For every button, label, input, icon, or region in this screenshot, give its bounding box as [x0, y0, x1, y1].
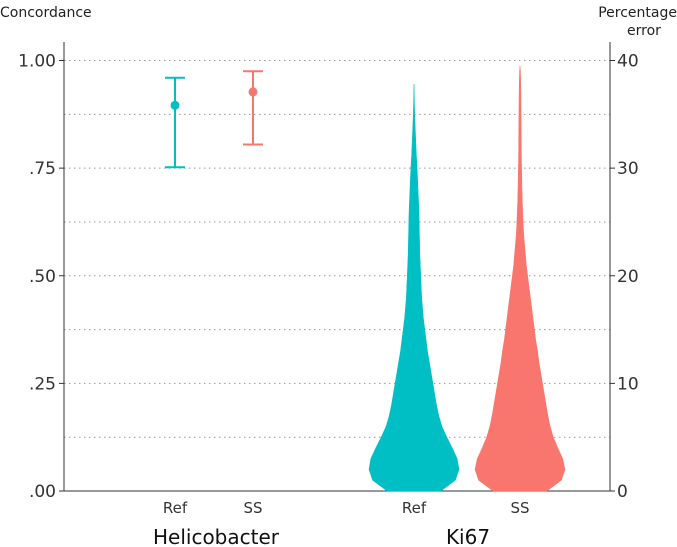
group-label-helicobacter: Helicobacter	[153, 525, 280, 547]
category-label-helicobacter-ref: Ref	[163, 499, 188, 517]
right-tick-label: 20	[617, 267, 639, 287]
right-tick-label: 30	[617, 159, 639, 179]
group-labels: Helicobacter Ki67	[153, 525, 490, 547]
left-tick-label: .75	[29, 159, 56, 179]
category-label-ki67-ref: Ref	[402, 499, 427, 517]
right-tick-label: 10	[617, 374, 639, 394]
right-axis-ticks: 0 10 20 30 40	[610, 52, 639, 502]
right-axis-title-line-2: error	[627, 23, 661, 39]
ki67-ss-violin	[474, 65, 566, 492]
helicobacter-ref-mean-point	[170, 100, 180, 110]
left-tick-label: .25	[29, 374, 56, 394]
category-labels: Ref SS Ref SS	[163, 499, 530, 517]
ki67-ref-violin	[368, 83, 460, 492]
category-label-helicobacter-ss: SS	[243, 499, 262, 517]
right-tick-label: 40	[617, 52, 639, 72]
left-tick-label: 1.00	[18, 52, 56, 72]
helicobacter-ss-mean-point	[248, 87, 258, 97]
plot-marks	[165, 65, 566, 492]
category-label-ki67-ss: SS	[510, 499, 529, 517]
left-axis-title: Concordance	[0, 5, 92, 21]
right-tick-label: 0	[617, 482, 628, 502]
left-axis-ticks: .00 .25 .50 .75 1.00	[18, 52, 64, 502]
left-tick-label: .00	[29, 482, 56, 502]
right-axis-title-line-1: Percentage	[598, 5, 677, 21]
group-label-ki67: Ki67	[446, 525, 490, 547]
left-tick-label: .50	[29, 267, 56, 287]
